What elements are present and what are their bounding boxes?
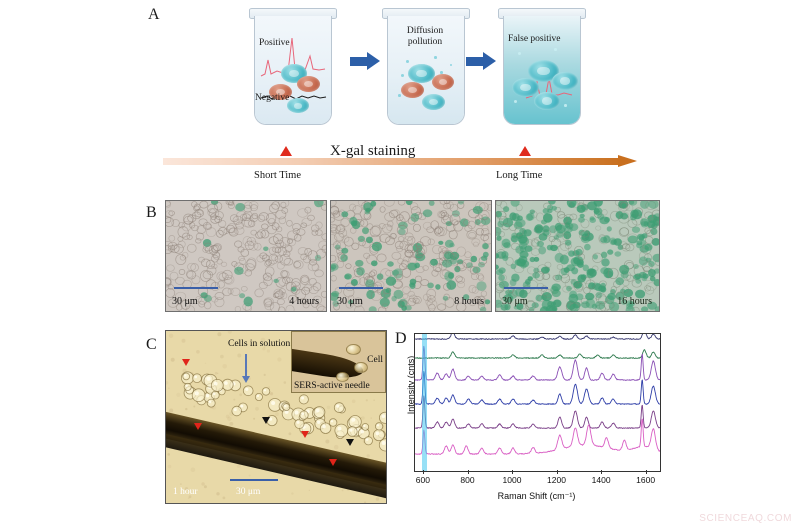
cells-pointer-line — [245, 354, 247, 377]
x-tick-label: 800 — [460, 475, 475, 485]
x-axis-label: Raman Shift (cm⁻¹) — [497, 491, 576, 501]
inset-cell — [354, 362, 368, 373]
inset-label-cell: Cell — [367, 355, 383, 365]
panel-c-needle-image: Cells in solution Cell SERS-active needl… — [165, 330, 387, 504]
time-label: 16 hours — [617, 296, 652, 307]
marker-short-time — [280, 146, 292, 156]
timeline-title: X-gal staining — [330, 143, 416, 159]
x-tick-label: 1400 — [591, 475, 611, 485]
scale-label: 30 μm — [337, 296, 363, 307]
time-label: 8 hours — [454, 296, 484, 307]
beaker-body — [503, 16, 581, 125]
label-1-hour: 1 hour — [173, 487, 198, 497]
spectra-plot-area — [414, 333, 661, 472]
cell-teal — [408, 64, 435, 83]
panel-c-letter: C — [146, 336, 157, 353]
scale-bar — [174, 287, 218, 289]
label-positive: Positive — [259, 38, 290, 48]
cell-negative-red — [297, 76, 320, 92]
beaker-diffusion: Diffusion pollution — [382, 8, 470, 128]
marker-red — [182, 359, 190, 366]
beaker-body — [254, 16, 332, 125]
panel-d-raman-spectra: D Intensity (cnts) 600 800 1000 1200 1400 160… — [395, 328, 670, 528]
cell-teal — [534, 92, 560, 110]
timeline-arrow-head — [618, 155, 637, 167]
beaker-body — [387, 16, 465, 125]
positive-spectrum-trace — [260, 37, 326, 77]
x-tick-label: 600 — [415, 475, 430, 485]
watermark: SCIENCEAQ.COM — [699, 513, 792, 524]
inset-cell — [336, 372, 349, 382]
cell-teal — [422, 94, 445, 110]
timeline-arrow — [163, 155, 637, 167]
scale-bar — [504, 287, 548, 289]
x-tick-label: 1200 — [547, 475, 566, 485]
micrograph-cells — [331, 201, 491, 311]
x-tick-label: 1000 — [502, 475, 522, 485]
inset-label-needle: SERS-active needle — [294, 381, 370, 391]
spectra-traces — [415, 334, 660, 455]
beaker-false-positive: False positive — [498, 8, 586, 128]
cell-red — [401, 82, 424, 98]
micrograph-8-hours: 30 μm 8 hours — [330, 200, 492, 312]
x-tick — [556, 470, 558, 474]
negative-spectrum-trace — [260, 94, 327, 100]
x-tick — [645, 470, 647, 474]
process-arrow-2 — [466, 52, 496, 70]
marker-black — [346, 439, 354, 446]
label-scale-30um: 30 μm — [236, 487, 261, 497]
cell-teal — [512, 78, 539, 97]
marker-red — [301, 431, 309, 438]
micrograph-16-hours: 30 μm 16 hours — [495, 200, 660, 312]
micrograph-cells — [496, 201, 659, 311]
scale-label: 30 μm — [502, 296, 528, 307]
marker-long-time — [519, 146, 531, 156]
panel-d-letter: D — [395, 330, 407, 347]
scale-label: 30 μm — [172, 296, 198, 307]
marker-black — [262, 417, 270, 424]
time-label: 4 hours — [289, 296, 319, 307]
panel-b-letter: B — [146, 204, 157, 221]
scale-bar — [339, 287, 383, 289]
cell-teal — [528, 60, 559, 82]
cells-pointer-head — [241, 376, 250, 383]
marker-red — [329, 459, 337, 466]
cell-positive-teal — [287, 98, 309, 113]
micrograph-cells — [166, 201, 326, 311]
x-tick — [422, 470, 424, 474]
x-tick — [512, 470, 513, 474]
label-long-time: Long Time — [496, 170, 543, 181]
cell-negative-red — [269, 84, 292, 100]
label-short-time: Short Time — [254, 170, 301, 181]
cell-red — [432, 74, 454, 90]
micrograph-4-hours: 30 μm 4 hours — [165, 200, 327, 312]
x-tick — [467, 470, 469, 474]
highlight-band-600 — [421, 334, 427, 471]
x-tick — [601, 470, 603, 474]
inset-cell — [346, 344, 361, 355]
panel-c-inset: Cell SERS-active needle — [291, 331, 386, 393]
cell-teal — [552, 72, 578, 90]
process-arrow-1 — [350, 52, 380, 70]
panel-a-schematic: A Positive Negative — [0, 0, 800, 192]
cells-on-needle — [180, 371, 386, 452]
panel-a-letter: A — [148, 6, 160, 23]
label-cells-in-solution: Cells in solution — [228, 339, 291, 349]
timeline-gradient-bar — [163, 158, 621, 165]
marker-red — [194, 423, 202, 430]
label-false-positive: False positive — [508, 34, 561, 44]
panel-b-micrographs: B 30 μm 4 hours 30 μm 8 hours 30 μm 16 h… — [0, 192, 800, 322]
x-tick-label: 1600 — [636, 475, 656, 485]
label-diffusion-pollution: Diffusion pollution — [406, 26, 444, 47]
beaker-short-time: Positive Negative — [249, 8, 337, 128]
scale-bar — [230, 478, 278, 481]
label-negative: Negative — [255, 93, 290, 103]
